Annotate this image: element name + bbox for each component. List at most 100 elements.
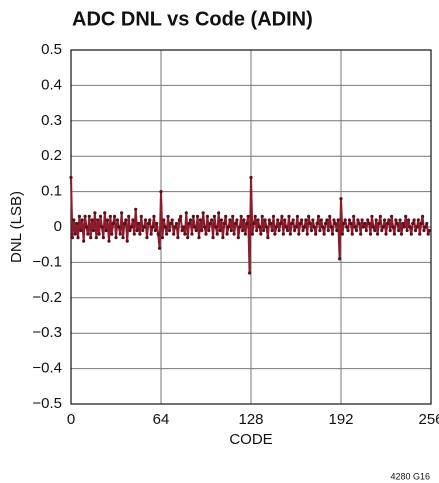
data-point xyxy=(167,228,172,233)
data-point xyxy=(224,214,228,218)
data-point xyxy=(240,228,245,233)
chart-title: ADC DNL vs Code (ADIN) xyxy=(72,8,313,30)
data-point xyxy=(382,218,387,222)
data-point xyxy=(204,232,208,236)
data-point xyxy=(298,221,302,226)
data-point xyxy=(208,221,212,226)
data-point xyxy=(419,221,423,226)
data-point xyxy=(363,221,367,226)
data-point xyxy=(181,225,186,229)
data-point xyxy=(309,228,314,233)
data-point xyxy=(342,221,346,226)
data-point xyxy=(231,214,235,218)
data-point xyxy=(149,232,153,236)
data-point xyxy=(205,214,210,218)
data-point xyxy=(325,218,329,222)
data-point xyxy=(77,214,82,218)
data-point xyxy=(82,239,86,243)
data-point xyxy=(79,228,83,233)
data-point xyxy=(93,211,97,215)
y-tick-label: 0.5 xyxy=(41,41,62,58)
data-point xyxy=(377,221,381,226)
data-point xyxy=(103,211,107,215)
data-point xyxy=(250,232,255,236)
data-point xyxy=(263,218,267,222)
y-tick-label: −0.1 xyxy=(32,253,62,270)
data-point xyxy=(170,218,174,222)
data-point xyxy=(297,232,301,236)
data-point xyxy=(194,228,198,233)
data-point xyxy=(162,218,166,222)
data-point xyxy=(98,214,103,218)
y-tick-label: −0.3 xyxy=(32,324,62,341)
data-point xyxy=(173,225,177,229)
data-point xyxy=(380,228,384,233)
data-point xyxy=(308,221,312,226)
data-point xyxy=(356,218,360,222)
data-point xyxy=(314,232,318,236)
data-point xyxy=(117,225,121,229)
data-point xyxy=(391,225,395,229)
data-point xyxy=(122,221,127,226)
data-point xyxy=(235,218,239,222)
data-point xyxy=(271,214,276,218)
x-tick-label: 192 xyxy=(328,411,353,428)
data-point xyxy=(69,175,73,180)
data-point xyxy=(169,221,173,226)
data-point xyxy=(307,214,311,218)
data-point xyxy=(187,221,191,226)
data-point xyxy=(425,221,429,226)
data-point xyxy=(201,211,205,215)
data-point xyxy=(255,228,259,233)
data-point xyxy=(100,225,104,229)
data-point xyxy=(83,214,87,218)
data-point xyxy=(345,225,349,229)
data-point xyxy=(371,225,375,229)
data-point xyxy=(121,236,125,240)
data-point xyxy=(252,221,256,226)
data-point xyxy=(291,218,295,222)
data-point xyxy=(139,214,143,218)
data-point xyxy=(295,214,300,218)
data-point xyxy=(202,225,207,229)
data-point xyxy=(397,228,401,233)
data-point xyxy=(395,221,399,226)
data-point xyxy=(366,218,370,222)
data-point xyxy=(328,214,332,218)
data-point xyxy=(215,232,219,236)
data-point xyxy=(349,221,353,226)
data-point xyxy=(337,257,342,261)
data-point xyxy=(120,211,124,215)
data-point xyxy=(80,218,84,222)
data-point xyxy=(278,221,283,226)
data-point xyxy=(104,228,108,233)
data-point xyxy=(302,225,307,229)
data-point xyxy=(228,218,232,222)
data-point xyxy=(426,232,430,236)
data-point xyxy=(200,228,204,233)
data-point xyxy=(110,232,114,236)
data-point xyxy=(233,221,238,226)
data-point xyxy=(249,175,253,180)
data-point xyxy=(411,221,415,226)
data-point xyxy=(219,218,224,222)
data-point xyxy=(266,236,270,240)
data-point xyxy=(236,236,240,240)
data-point xyxy=(330,232,335,236)
data-point xyxy=(256,218,260,222)
data-point xyxy=(91,228,96,233)
data-point xyxy=(339,197,343,201)
data-point xyxy=(333,221,337,226)
data-point xyxy=(243,232,247,236)
data-point xyxy=(190,232,194,236)
y-axis-label: DNL (LSB) xyxy=(8,191,25,263)
data-point xyxy=(416,218,420,222)
data-point xyxy=(212,214,217,218)
data-point xyxy=(283,218,287,222)
data-point xyxy=(89,236,93,240)
data-point xyxy=(226,225,231,229)
data-point xyxy=(374,218,378,222)
data-point xyxy=(90,218,94,222)
data-point xyxy=(214,225,218,229)
data-point xyxy=(239,214,243,218)
